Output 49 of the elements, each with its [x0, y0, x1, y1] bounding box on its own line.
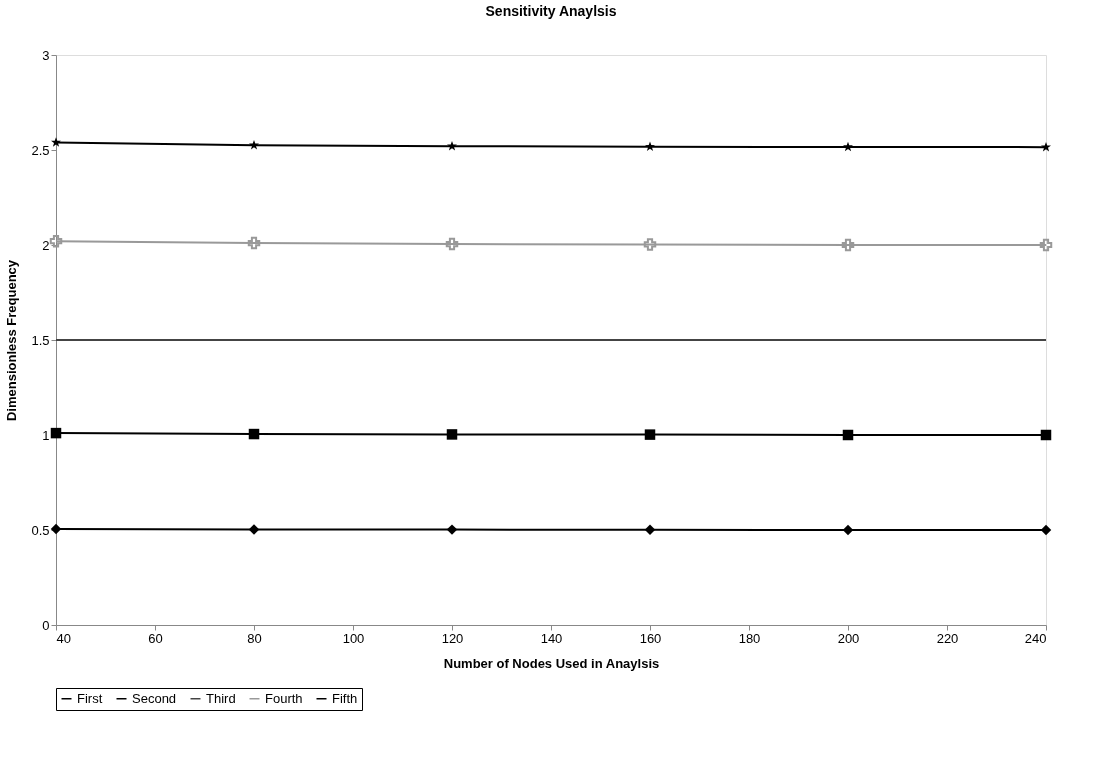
legend-label: Fifth	[332, 690, 358, 706]
point	[843, 141, 853, 152]
point	[1041, 141, 1051, 152]
x-tick-label: 80	[247, 630, 262, 646]
x-tick-label: 240	[1024, 630, 1047, 646]
legend-label: Fourth	[265, 690, 303, 706]
point	[644, 524, 656, 536]
y-tick-label: 0.5	[31, 522, 50, 538]
point	[49, 234, 63, 248]
y-tick-label: 2	[42, 237, 50, 253]
point	[1040, 524, 1052, 536]
x-axis-title: Number of Nodes Used in Anaylsis	[443, 655, 660, 671]
x-tick-label: 180	[738, 630, 761, 646]
legend-label: First	[77, 690, 103, 706]
y-tick-label: 1	[42, 427, 50, 443]
point	[50, 427, 62, 439]
x-tick-label: 100	[342, 630, 365, 646]
point	[1040, 429, 1052, 441]
point	[446, 524, 458, 535]
point	[50, 523, 62, 535]
point	[644, 429, 656, 440]
legend-label: Second	[132, 690, 177, 706]
y-tick-label: 3	[42, 47, 50, 63]
point	[248, 428, 260, 440]
point	[842, 429, 854, 441]
y-tick-label: 1.5	[31, 332, 50, 348]
point	[643, 238, 657, 251]
point	[841, 238, 855, 252]
y-axis-title: Dimensionless Frequency	[4, 259, 20, 422]
x-tick-label: 40	[56, 630, 71, 646]
point	[446, 429, 458, 440]
x-tick-label: 120	[441, 630, 464, 646]
x-tick-label: 60	[148, 630, 163, 646]
x-tick-label: 200	[837, 630, 860, 646]
point	[247, 236, 261, 250]
y-tick-label: 0	[42, 617, 50, 633]
x-tick-label: 160	[639, 630, 662, 646]
y-tick-label: 2.5	[31, 142, 50, 158]
point	[1039, 238, 1053, 252]
x-tick-label: 140	[540, 630, 563, 646]
point	[445, 237, 459, 251]
point	[248, 524, 260, 535]
x-tick-label: 220	[936, 630, 959, 646]
point	[51, 137, 61, 147]
point	[447, 140, 457, 151]
legend-label: Third	[206, 690, 236, 706]
point	[842, 524, 854, 536]
point	[645, 141, 655, 152]
chart-title: Sensitivity Anaylsis	[485, 3, 617, 19]
